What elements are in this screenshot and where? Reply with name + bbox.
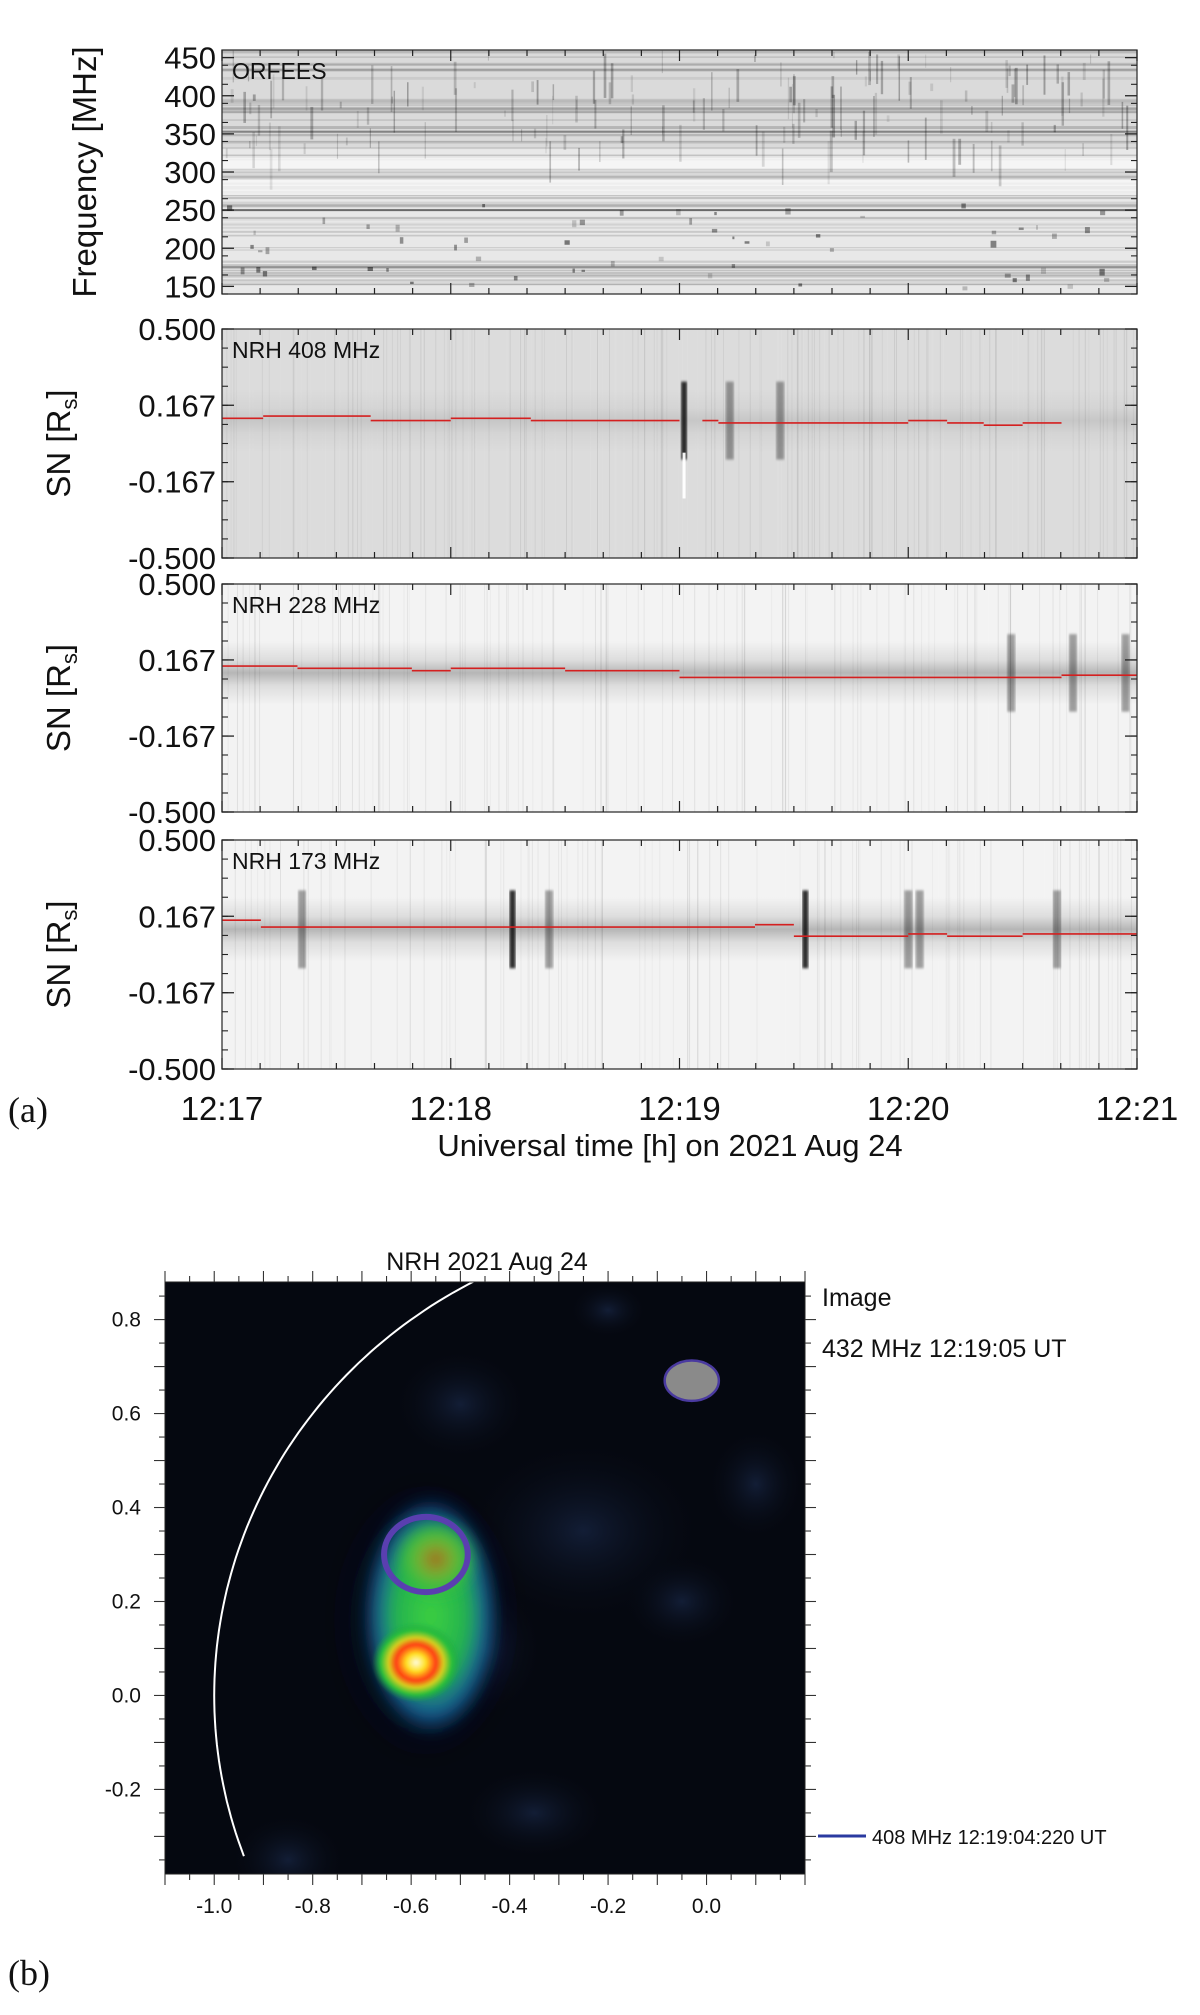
nrh408-y-tick-label: 0.167 xyxy=(138,388,216,423)
nrh173-y-axis-label: SN [Rs] xyxy=(40,900,82,1008)
time-tick-label: 12:20 xyxy=(867,1090,950,1127)
orfees-y-tick-label: 150 xyxy=(164,269,216,304)
legend-image-title: Image xyxy=(822,1284,891,1312)
orfees-background xyxy=(222,50,1137,294)
nrh173-y-tick-label: -0.167 xyxy=(128,976,216,1011)
image-y-tick-label: 0.8 xyxy=(112,1309,141,1332)
nrh173-label: NRH 173 MHz xyxy=(232,848,380,874)
image-x-tick-label: -0.4 xyxy=(492,1895,529,1918)
orfees-y-tick-label: 300 xyxy=(164,155,216,190)
nrh408-label: NRH 408 MHz xyxy=(232,337,380,363)
background-emission-patch xyxy=(229,1812,348,1874)
legend-image-info: 432 MHz 12:19:05 UT xyxy=(822,1335,1067,1363)
time-tick-label: 12:21 xyxy=(1096,1090,1179,1127)
nrh173-panel: 0.500 0.167 -0.167 -0.500 NRH 173 MHz SN [Rs] xyxy=(40,823,1138,1087)
orfees-y-tick-label: 200 xyxy=(164,231,216,266)
solar-limb xyxy=(213,1282,475,1857)
nrh408-white-streak xyxy=(682,452,686,499)
image-x-tick-label: -0.2 xyxy=(590,1895,626,1918)
orfees-y-tick-label: 450 xyxy=(164,41,216,76)
time-axis-label: Universal time [h] on 2021 Aug 24 xyxy=(437,1128,902,1163)
nrh228-panel: 0.500 0.167 -0.167 -0.500 NRH 228 MHz SN [Rs] xyxy=(40,567,1138,830)
panel-b-label: (b) xyxy=(8,1953,50,1993)
nrh173-y-tick-label: -0.500 xyxy=(128,1052,216,1087)
nrh408-y-tick-label: -0.500 xyxy=(128,541,216,576)
panel-a-label: (a) xyxy=(8,1090,48,1130)
nrh173-burst-mark xyxy=(545,890,554,969)
image-y-tick-label: 0.2 xyxy=(112,1590,141,1613)
time-tick-label: 12:17 xyxy=(181,1090,264,1127)
nrh228-y-tick-label: -0.167 xyxy=(128,719,216,754)
nrh228-y-tick-label: 0.500 xyxy=(138,567,216,602)
nrh408-burst-mark xyxy=(725,381,734,460)
image-axes: -1.0 -0.8 -0.6 -0.4 -0.2 0.0 0.8 0.6 0.4 0.2 0.0 -0… xyxy=(105,1271,816,1918)
nrh228-burst-mark xyxy=(1121,634,1130,712)
nrh173-burst-mark xyxy=(1052,890,1061,969)
nrh228-y-tick-label: 0.167 xyxy=(138,643,216,678)
nrh173-y-tick-label: 0.500 xyxy=(138,823,216,858)
orfees-y-tick-label: 350 xyxy=(164,117,216,152)
nrh173-burst-mark xyxy=(509,890,516,969)
image-y-tick-label: -0.2 xyxy=(105,1778,141,1801)
nrh408-panel: 0.500 0.167 -0.167 -0.500 NRH 408 MHz SN [Rs] xyxy=(40,312,1138,576)
background-emission-patch xyxy=(568,1282,648,1339)
nrh408-y-tick-label: 0.500 xyxy=(138,312,216,347)
image-x-tick-label: -1.0 xyxy=(196,1895,232,1918)
image-y-tick-label: 0.0 xyxy=(112,1684,141,1707)
nrh228-burst-mark xyxy=(1007,634,1016,712)
legend-contour-info: 408 MHz 12:19:04:220 UT xyxy=(872,1827,1107,1849)
nrh173-texture xyxy=(222,840,1137,1069)
nrh228-burst-mark xyxy=(1068,634,1077,712)
panel-b: -1.0 -0.8 -0.6 -0.4 -0.2 0.0 0.8 0.6 0.4 0.2 0.0 -0… xyxy=(8,1248,1107,1993)
background-emission-patch xyxy=(622,1554,742,1649)
background-emission-patch xyxy=(391,1347,530,1461)
radio-image xyxy=(213,1282,805,1874)
orfees-y-axis-label: Frequency [MHz] xyxy=(66,46,103,297)
image-title: NRH 2021 Aug 24 xyxy=(386,1248,588,1276)
image-y-tick-label: 0.6 xyxy=(112,1403,141,1426)
image-y-tick-label: 0.4 xyxy=(112,1497,142,1520)
nrh173-burst-mark xyxy=(802,890,809,969)
orfees-label: ORFEES xyxy=(232,58,327,84)
nrh228-texture xyxy=(222,584,1137,812)
beam-ellipse xyxy=(663,1359,721,1403)
background-emission-patch xyxy=(706,1427,805,1541)
orfees-y-tick-label: 400 xyxy=(164,79,216,114)
nrh228-y-axis-label: SN [Rs] xyxy=(40,644,82,752)
nrh408-y-tick-label: -0.167 xyxy=(128,465,216,500)
nrh408-burst-mark xyxy=(776,381,785,460)
nrh173-burst-mark xyxy=(915,890,924,969)
peak-source xyxy=(371,1622,461,1703)
image-x-tick-label: 0.0 xyxy=(692,1895,721,1918)
image-x-tick-label: -0.6 xyxy=(393,1895,429,1918)
orfees-y-tick-label: 250 xyxy=(164,193,216,228)
nrh228-label: NRH 228 MHz xyxy=(232,592,380,618)
nrh173-y-tick-label: 0.167 xyxy=(138,899,216,934)
nrh408-burst-mark xyxy=(681,381,688,460)
image-x-tick-label: -0.8 xyxy=(295,1895,331,1918)
contour-408mhz xyxy=(381,1513,471,1596)
background-emission-patch xyxy=(460,1765,609,1860)
time-tick-label: 12:19 xyxy=(638,1090,721,1127)
nrh408-y-axis-label: SN [Rs] xyxy=(40,389,82,497)
time-tick-label: 12:18 xyxy=(409,1090,492,1127)
nrh228-y-tick-label: -0.500 xyxy=(128,795,216,830)
orfees-texture xyxy=(222,50,1137,291)
nrh173-burst-mark xyxy=(904,890,913,969)
nrh173-burst-mark xyxy=(298,890,307,969)
time-axis: 12:17 12:18 12:19 12:20 12:21 xyxy=(181,1090,1179,1127)
